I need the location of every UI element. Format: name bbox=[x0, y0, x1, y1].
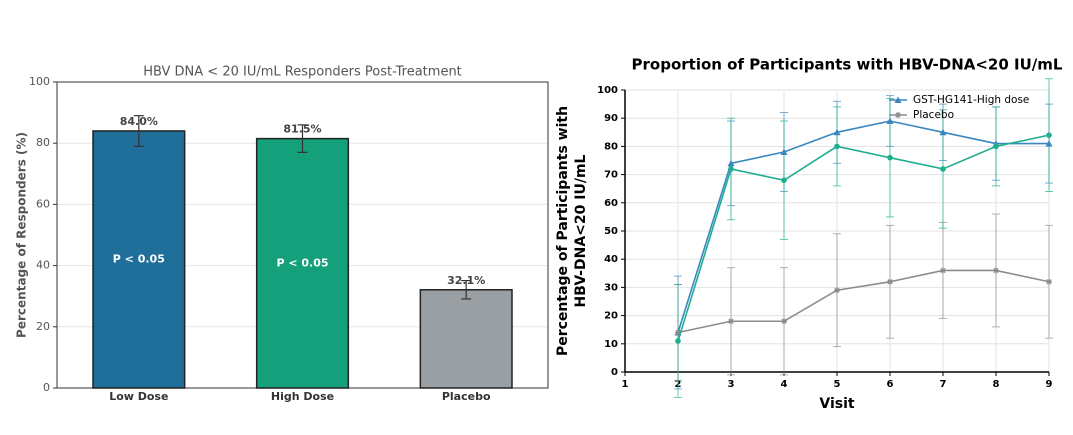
y-tick-label: 20 bbox=[36, 320, 50, 333]
legend-item: GST-HG141-High dose bbox=[889, 94, 1029, 106]
x-tick-label: 6 bbox=[887, 379, 894, 390]
y-tick-label: 0 bbox=[43, 381, 50, 394]
series-line bbox=[677, 120, 1049, 333]
legend-label: GST-HG141-High dose bbox=[913, 94, 1029, 106]
x-tick-label: Placebo bbox=[442, 390, 491, 403]
series-line bbox=[677, 134, 1050, 342]
marker bbox=[1046, 132, 1052, 138]
y-tick-label: 60 bbox=[36, 197, 50, 210]
error-bar bbox=[133, 115, 144, 147]
y-tick-label: 100 bbox=[597, 85, 618, 96]
y-tick-label: 30 bbox=[604, 282, 618, 293]
y-tick-label: 60 bbox=[604, 198, 618, 209]
bar-annotation: P < 0.05 bbox=[113, 252, 165, 265]
marker bbox=[940, 267, 946, 274]
marker bbox=[895, 112, 901, 118]
marker bbox=[727, 159, 735, 167]
y-tick-label: 70 bbox=[604, 170, 618, 181]
y-tick-label: 100 bbox=[29, 75, 50, 88]
marker bbox=[886, 117, 894, 125]
bar bbox=[419, 289, 513, 389]
y-tick-label: 40 bbox=[36, 259, 50, 272]
x-tick-label: 9 bbox=[1046, 379, 1053, 390]
y-axis-label: Percentage of Responders (%) bbox=[15, 132, 29, 338]
marker bbox=[1046, 278, 1052, 285]
y-tick-label: 50 bbox=[604, 226, 618, 237]
error-bar bbox=[297, 124, 308, 153]
y-tick-label: 40 bbox=[604, 254, 618, 265]
x-axis-label: Visit bbox=[819, 396, 855, 412]
legend-item: Placebo bbox=[889, 109, 954, 121]
y-axis-label: Percentage of Participants with bbox=[555, 106, 571, 356]
error-bar bbox=[461, 279, 472, 300]
chart-title: HBV DNA < 20 IU/mL Responders Post-Treat… bbox=[143, 65, 462, 80]
x-tick-label: 5 bbox=[834, 379, 841, 390]
marker bbox=[834, 143, 840, 150]
legend-label: Placebo bbox=[913, 109, 954, 121]
marker bbox=[940, 166, 946, 172]
x-tick-label: High Dose bbox=[271, 390, 334, 403]
marker bbox=[780, 148, 788, 156]
marker bbox=[834, 287, 840, 294]
marker bbox=[887, 278, 893, 285]
value-label: 84.0% bbox=[120, 115, 158, 128]
y-tick-label: 20 bbox=[604, 311, 618, 322]
marker bbox=[1045, 140, 1053, 147]
x-tick-label: 8 bbox=[993, 379, 1000, 390]
bar bbox=[92, 130, 186, 389]
chart-title: Proportion of Participants with HBV-DNA<… bbox=[632, 56, 1063, 74]
y-tick-label: 90 bbox=[604, 113, 618, 124]
y-tick-label: 80 bbox=[36, 136, 50, 149]
marker bbox=[675, 338, 681, 344]
x-tick-label: Low Dose bbox=[109, 390, 168, 403]
marker bbox=[833, 128, 841, 136]
marker bbox=[728, 166, 734, 172]
marker bbox=[675, 329, 681, 336]
bar-annotation: P < 0.05 bbox=[276, 256, 328, 269]
y-tick-label: 0 bbox=[611, 367, 618, 378]
marker bbox=[993, 143, 999, 150]
marker bbox=[781, 177, 787, 184]
marker bbox=[894, 96, 902, 103]
value-label: 81.5% bbox=[283, 123, 321, 136]
marker bbox=[887, 154, 893, 161]
marker bbox=[993, 267, 999, 274]
value-label: 32.1% bbox=[447, 274, 485, 287]
y-tick-label: 10 bbox=[604, 339, 618, 350]
x-tick-label: 4 bbox=[781, 379, 788, 390]
x-tick-label: 1 bbox=[622, 379, 629, 390]
y-axis-label: HBV-DNA<20 IU/mL bbox=[573, 154, 589, 307]
marker bbox=[781, 318, 787, 325]
marker bbox=[728, 318, 734, 325]
y-tick-label: 80 bbox=[604, 141, 618, 152]
marker bbox=[939, 128, 947, 136]
x-tick-label: 3 bbox=[728, 379, 735, 390]
series-line bbox=[677, 269, 1050, 334]
x-tick-label: 7 bbox=[940, 379, 947, 390]
